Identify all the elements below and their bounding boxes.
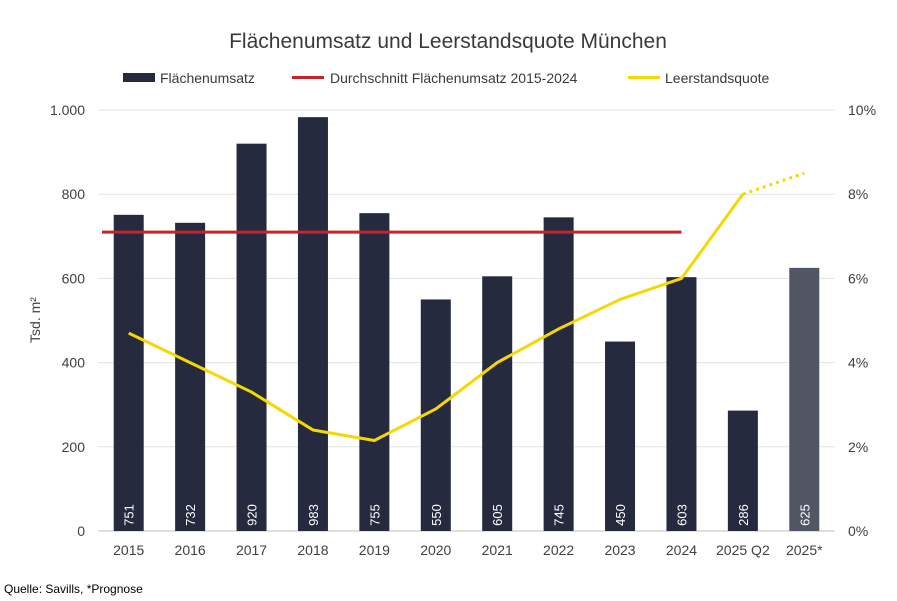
legend-swatch-bars	[123, 73, 155, 82]
y-tick-label: 200	[62, 439, 86, 455]
x-axis: 2015 2016 2017 2018 2019 2020 2021 2022 2023 2024…	[113, 542, 823, 558]
x-tick-label: 2017	[236, 542, 267, 558]
bar	[482, 276, 513, 531]
x-tick-label: 2023	[604, 542, 635, 558]
legend: Flächenumsatz Durchschnitt Flächenumsatz…	[123, 70, 770, 86]
source-note: Quelle: Savills, *Prognose	[4, 582, 143, 596]
x-tick-label: 2024	[666, 542, 697, 558]
bar-data-label: 983	[306, 504, 321, 526]
bar-data-label: 755	[367, 504, 382, 526]
bar-data-label: 603	[674, 504, 689, 526]
x-tick-label: 2018	[297, 542, 328, 558]
y-tick-label: 0	[77, 523, 85, 539]
x-tick-label: 2021	[482, 542, 513, 558]
vacancy-line-actual	[128, 193, 745, 442]
bar	[543, 217, 574, 532]
bar	[297, 117, 328, 532]
vacancy-line-forecast	[742, 171, 805, 196]
bar	[605, 341, 636, 531]
x-tick-label: 2020	[420, 542, 451, 558]
y2-tick-label: 6%	[848, 270, 868, 286]
y-tick-label: 1.000	[50, 102, 85, 118]
bar	[236, 143, 267, 531]
legend-label-average: Durchschnitt Flächenumsatz 2015-2024	[330, 70, 578, 86]
bar	[727, 410, 758, 531]
y-axis-left: 0 200 400 600 800 1.000	[50, 102, 85, 539]
bar-labels: 751 732 920 983 755 550 605 745 450 603 286 625	[122, 504, 813, 526]
bar-data-label: 745	[552, 504, 567, 526]
y2-tick-label: 10%	[848, 102, 876, 118]
x-tick-label: 2019	[359, 542, 390, 558]
bar-data-label: 625	[797, 504, 812, 526]
x-tick-label: 2022	[543, 542, 574, 558]
legend-label-bars: Flächenumsatz	[160, 70, 255, 86]
bar	[113, 214, 144, 532]
vacancy-line	[128, 171, 805, 442]
y-tick-label: 800	[62, 186, 86, 202]
bar	[789, 267, 820, 531]
bar-data-label: 605	[490, 504, 505, 526]
bar-data-label: 550	[429, 504, 444, 526]
x-tick-label: 2015	[113, 542, 144, 558]
chart-title: Flächenumsatz und Leerstandsquote Münche…	[229, 30, 667, 53]
bars	[113, 117, 820, 532]
bar	[175, 222, 206, 531]
y2-tick-label: 2%	[848, 439, 868, 455]
bar-data-label: 286	[736, 504, 751, 526]
bar-data-label: 751	[122, 504, 137, 526]
x-tick-label: 2025*	[786, 542, 823, 558]
x-tick-label: 2016	[175, 542, 206, 558]
y-tick-label: 400	[62, 355, 86, 371]
y-axis-label: Tsd. m²	[27, 297, 43, 343]
y2-tick-label: 0%	[848, 523, 868, 539]
bar-data-label: 450	[613, 504, 628, 526]
y2-tick-label: 4%	[848, 355, 868, 371]
bar	[359, 213, 390, 531]
legend-label-vacancy: Leerstandsquote	[665, 70, 770, 86]
bar	[666, 277, 697, 531]
y-tick-label: 600	[62, 270, 86, 286]
gridlines	[98, 109, 835, 532]
bar-data-label: 920	[245, 504, 260, 526]
y-axis-right: 0% 2% 4% 6% 8% 10%	[848, 102, 876, 539]
bar-data-label: 732	[183, 504, 198, 526]
x-tick-label: 2025 Q2	[716, 542, 770, 558]
y2-tick-label: 8%	[848, 186, 868, 202]
